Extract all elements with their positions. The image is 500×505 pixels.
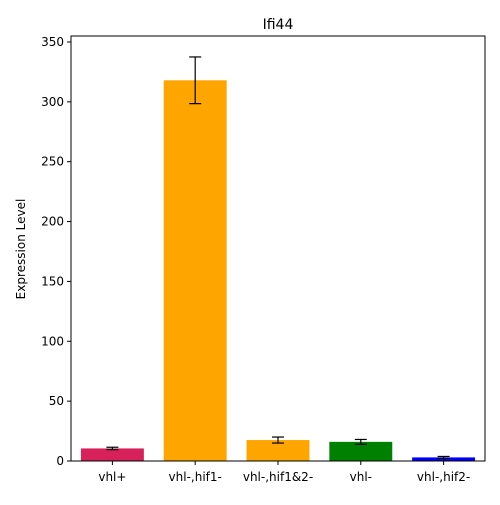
plot-frame: [70, 35, 486, 462]
y-tick-label-4: 200: [41, 215, 64, 229]
bar-2: [246, 440, 310, 461]
axes-group: vhl+ vhl-,hif1- vhl-,hif1&2- vhl-vhl-,hif2-…: [41, 35, 486, 484]
bar-3: [329, 441, 393, 461]
x-tick-label-4: vhl-,hif2-: [417, 470, 470, 484]
x-tick-label-0: vhl+: [98, 470, 126, 484]
x-tick-label-2: vhl-,hif1&2-: [243, 470, 313, 484]
bar-0: [80, 448, 144, 461]
y-axis-label: Expression Level: [14, 199, 28, 300]
x-tick-label-1: vhl-,hif1-: [169, 470, 222, 484]
y-tick-label-6: 300: [41, 95, 64, 109]
error-bars-group: [106, 56, 450, 459]
bars-group: [80, 80, 476, 461]
y-tick-label-1: 50: [49, 394, 64, 408]
bar-1: [163, 80, 227, 461]
y-tick-label-2: 100: [41, 334, 64, 348]
x-tick-label-3: vhl-: [350, 470, 372, 484]
chart-title: Ifi44: [263, 17, 294, 33]
y-tick-label-5: 250: [41, 155, 64, 169]
bar-4: [412, 457, 476, 461]
y-tick-label-3: 150: [41, 274, 64, 288]
y-tick-label-7: 350: [41, 35, 64, 49]
y-tick-label-0: 0: [56, 454, 64, 468]
